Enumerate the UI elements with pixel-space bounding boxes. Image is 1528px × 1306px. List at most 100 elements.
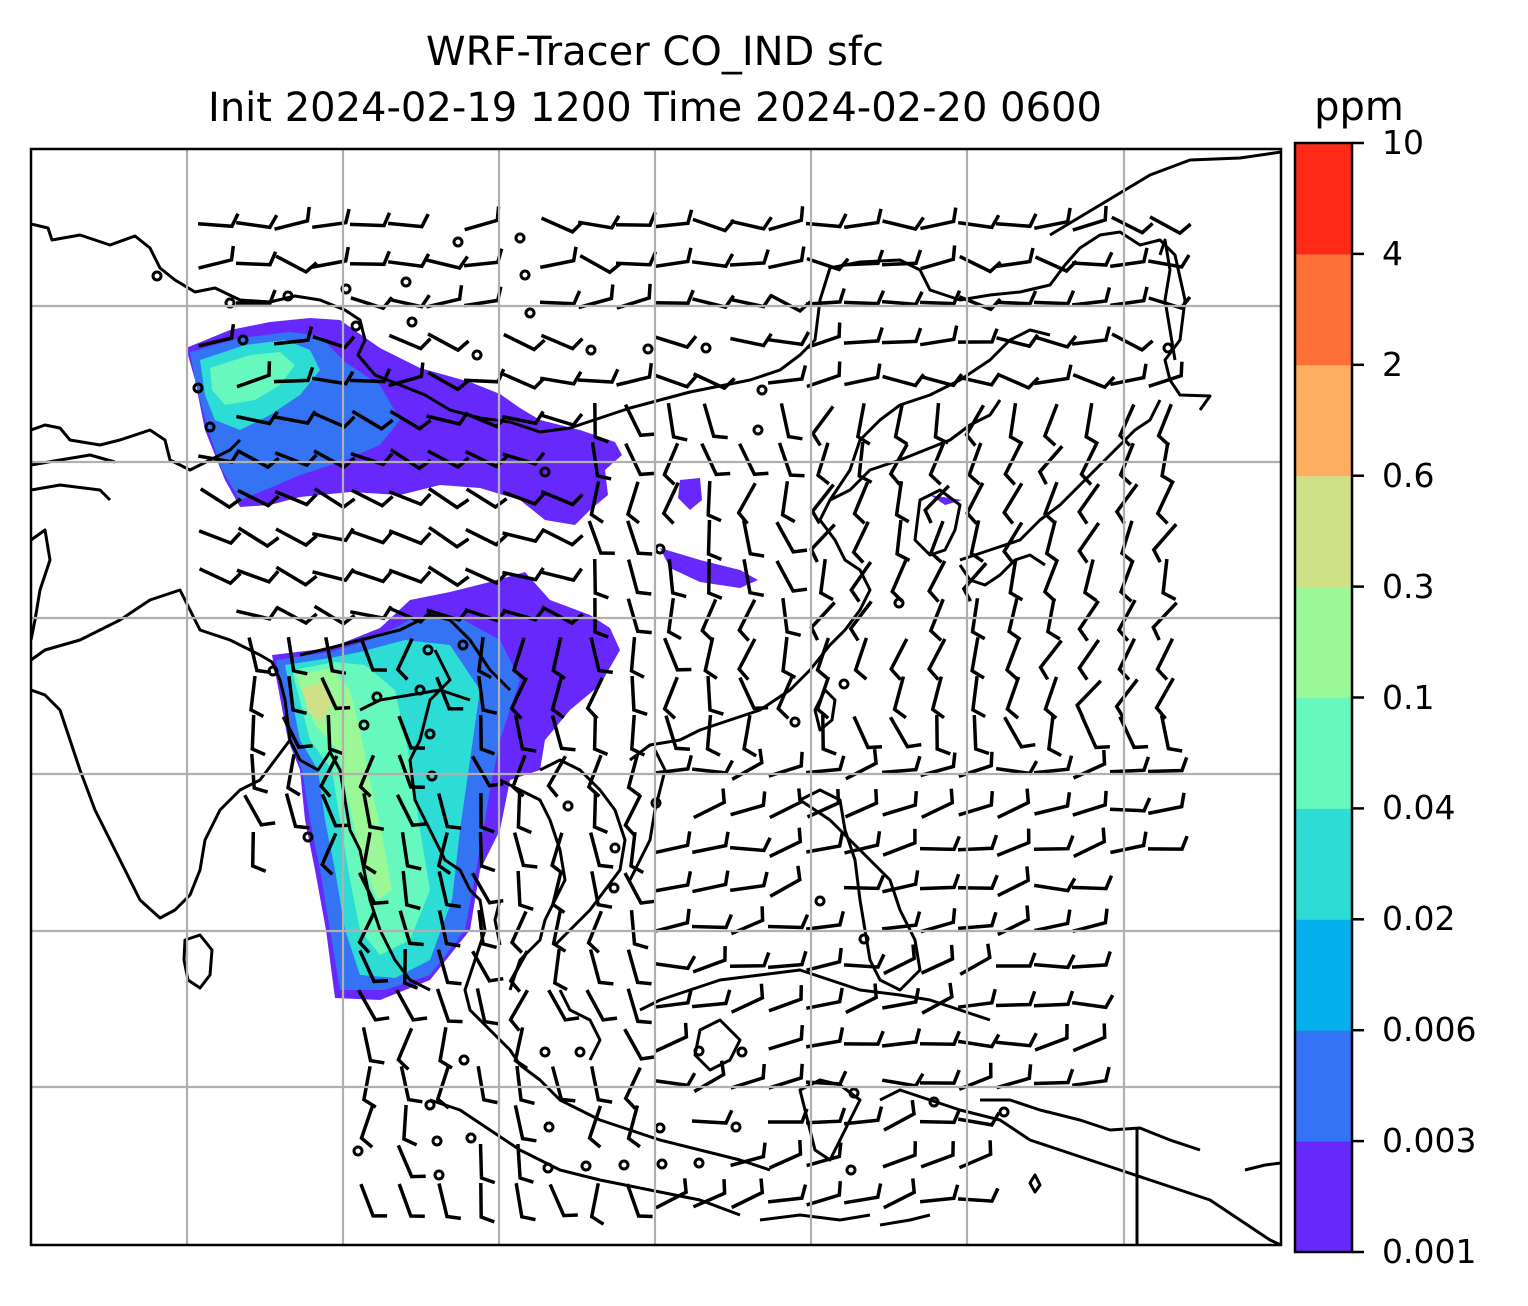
- wind-barb: [653, 955, 697, 971]
- wind-barb: [1114, 678, 1139, 720]
- wind-barb: [1077, 639, 1101, 681]
- wind-barb: [702, 403, 728, 440]
- calm-wind-marker: [457, 639, 469, 651]
- wind-barb: [359, 637, 387, 672]
- colorbar-tick-label: 2: [1382, 344, 1403, 384]
- wind-barb: [502, 372, 546, 390]
- wind-barb: [437, 793, 462, 830]
- colorbar-band: [1295, 364, 1352, 477]
- wind-barb: [1111, 332, 1154, 353]
- wind-barb: [815, 637, 831, 681]
- wind-barb: [249, 675, 265, 718]
- wind-barb: [741, 519, 765, 558]
- wind-barb: [586, 910, 604, 954]
- wind-barb: [1072, 908, 1109, 933]
- wind-barb: [767, 331, 811, 347]
- wind-barb: [508, 989, 530, 1032]
- calm-wind-marker: [998, 1106, 1010, 1118]
- wind-barb: [478, 831, 496, 873]
- wind-barb: [427, 332, 470, 353]
- wind-barb: [552, 948, 568, 992]
- wind-barb: [623, 403, 655, 438]
- wind-barb: [502, 607, 546, 622]
- wind-barb: [435, 988, 463, 1024]
- wind-barb: [806, 1142, 843, 1168]
- wind-barb: [920, 908, 957, 934]
- wind-barb: [653, 289, 695, 305]
- wind-barb: [1033, 954, 1076, 970]
- wind-barb: [624, 442, 655, 477]
- wind-barb: [776, 676, 794, 720]
- wind-barb: [589, 637, 614, 675]
- wind-barb: [590, 870, 613, 909]
- map-frame: [29, 147, 1283, 1247]
- wind-barb: [855, 402, 871, 446]
- wind-barb: [550, 1066, 576, 1103]
- wind-barb: [996, 788, 1031, 819]
- wind-barbs: [197, 205, 1192, 1226]
- wind-barb: [1109, 247, 1149, 269]
- wind-barb: [730, 216, 773, 231]
- wind-barb: [821, 714, 837, 756]
- wind-barb: [551, 871, 566, 914]
- wind-barb: [1147, 792, 1186, 816]
- wind-barb: [1071, 251, 1114, 267]
- wind-barb: [397, 715, 426, 750]
- wind-barb: [705, 714, 721, 757]
- calm-wind-marker: [267, 665, 279, 677]
- wind-barb: [437, 910, 461, 948]
- wind-barb: [1002, 482, 1024, 525]
- wind-barb: [1111, 215, 1154, 235]
- wind-barb: [920, 944, 955, 975]
- wind-barb: [769, 788, 803, 820]
- calm-wind-marker: [350, 320, 362, 332]
- wind-barb: [843, 953, 886, 969]
- calm-wind-marker: [608, 882, 620, 894]
- wind-barb: [1160, 441, 1176, 485]
- wind-barb: [1047, 714, 1063, 758]
- wind-barb: [662, 442, 680, 486]
- calm-wind-marker: [789, 716, 801, 728]
- wind-barb: [957, 911, 998, 931]
- wind-barb: [437, 871, 461, 909]
- wind-barb: [805, 910, 845, 931]
- wind-barb: [349, 368, 392, 384]
- wind-barb: [996, 372, 1040, 390]
- wind-barb: [465, 487, 508, 510]
- colorbar-band: [1295, 919, 1352, 1031]
- wind-barb: [273, 366, 315, 384]
- wind-barb: [540, 216, 584, 234]
- wind-barb: [1161, 558, 1177, 601]
- wind-barb: [1033, 207, 1072, 231]
- wind-barb: [730, 1142, 767, 1168]
- wind-barb: [427, 449, 470, 470]
- calm-wind-marker: [406, 316, 418, 328]
- wind-barb: [844, 363, 882, 387]
- wind-barb: [396, 1027, 414, 1071]
- wind-barb: [883, 1178, 917, 1210]
- wind-barb: [630, 675, 648, 717]
- wind-barb: [615, 251, 658, 267]
- wind-barb: [957, 1187, 1000, 1203]
- wind-barb: [387, 253, 431, 269]
- wind-barb: [326, 714, 344, 756]
- wind-barb: [1118, 559, 1135, 603]
- wind-barb: [881, 987, 921, 1010]
- wind-barb: [883, 1099, 916, 1132]
- wind-barb: [995, 990, 1037, 1008]
- wind-barb: [1071, 286, 1112, 307]
- wind-barb: [995, 247, 1035, 269]
- calm-wind-marker: [358, 719, 370, 731]
- colorbar-band: [1295, 1030, 1352, 1142]
- wind-barb: [550, 715, 576, 752]
- wind-barb: [435, 676, 464, 711]
- wind-barb: [843, 208, 883, 230]
- wind-barb: [881, 327, 923, 345]
- wind-barb: [587, 520, 615, 556]
- wind-barb: [930, 676, 946, 720]
- colorbar-unit: ppm: [1314, 84, 1404, 130]
- wind-barb: [706, 519, 723, 562]
- wind-barb: [691, 1109, 734, 1125]
- wind-barb: [1033, 364, 1073, 386]
